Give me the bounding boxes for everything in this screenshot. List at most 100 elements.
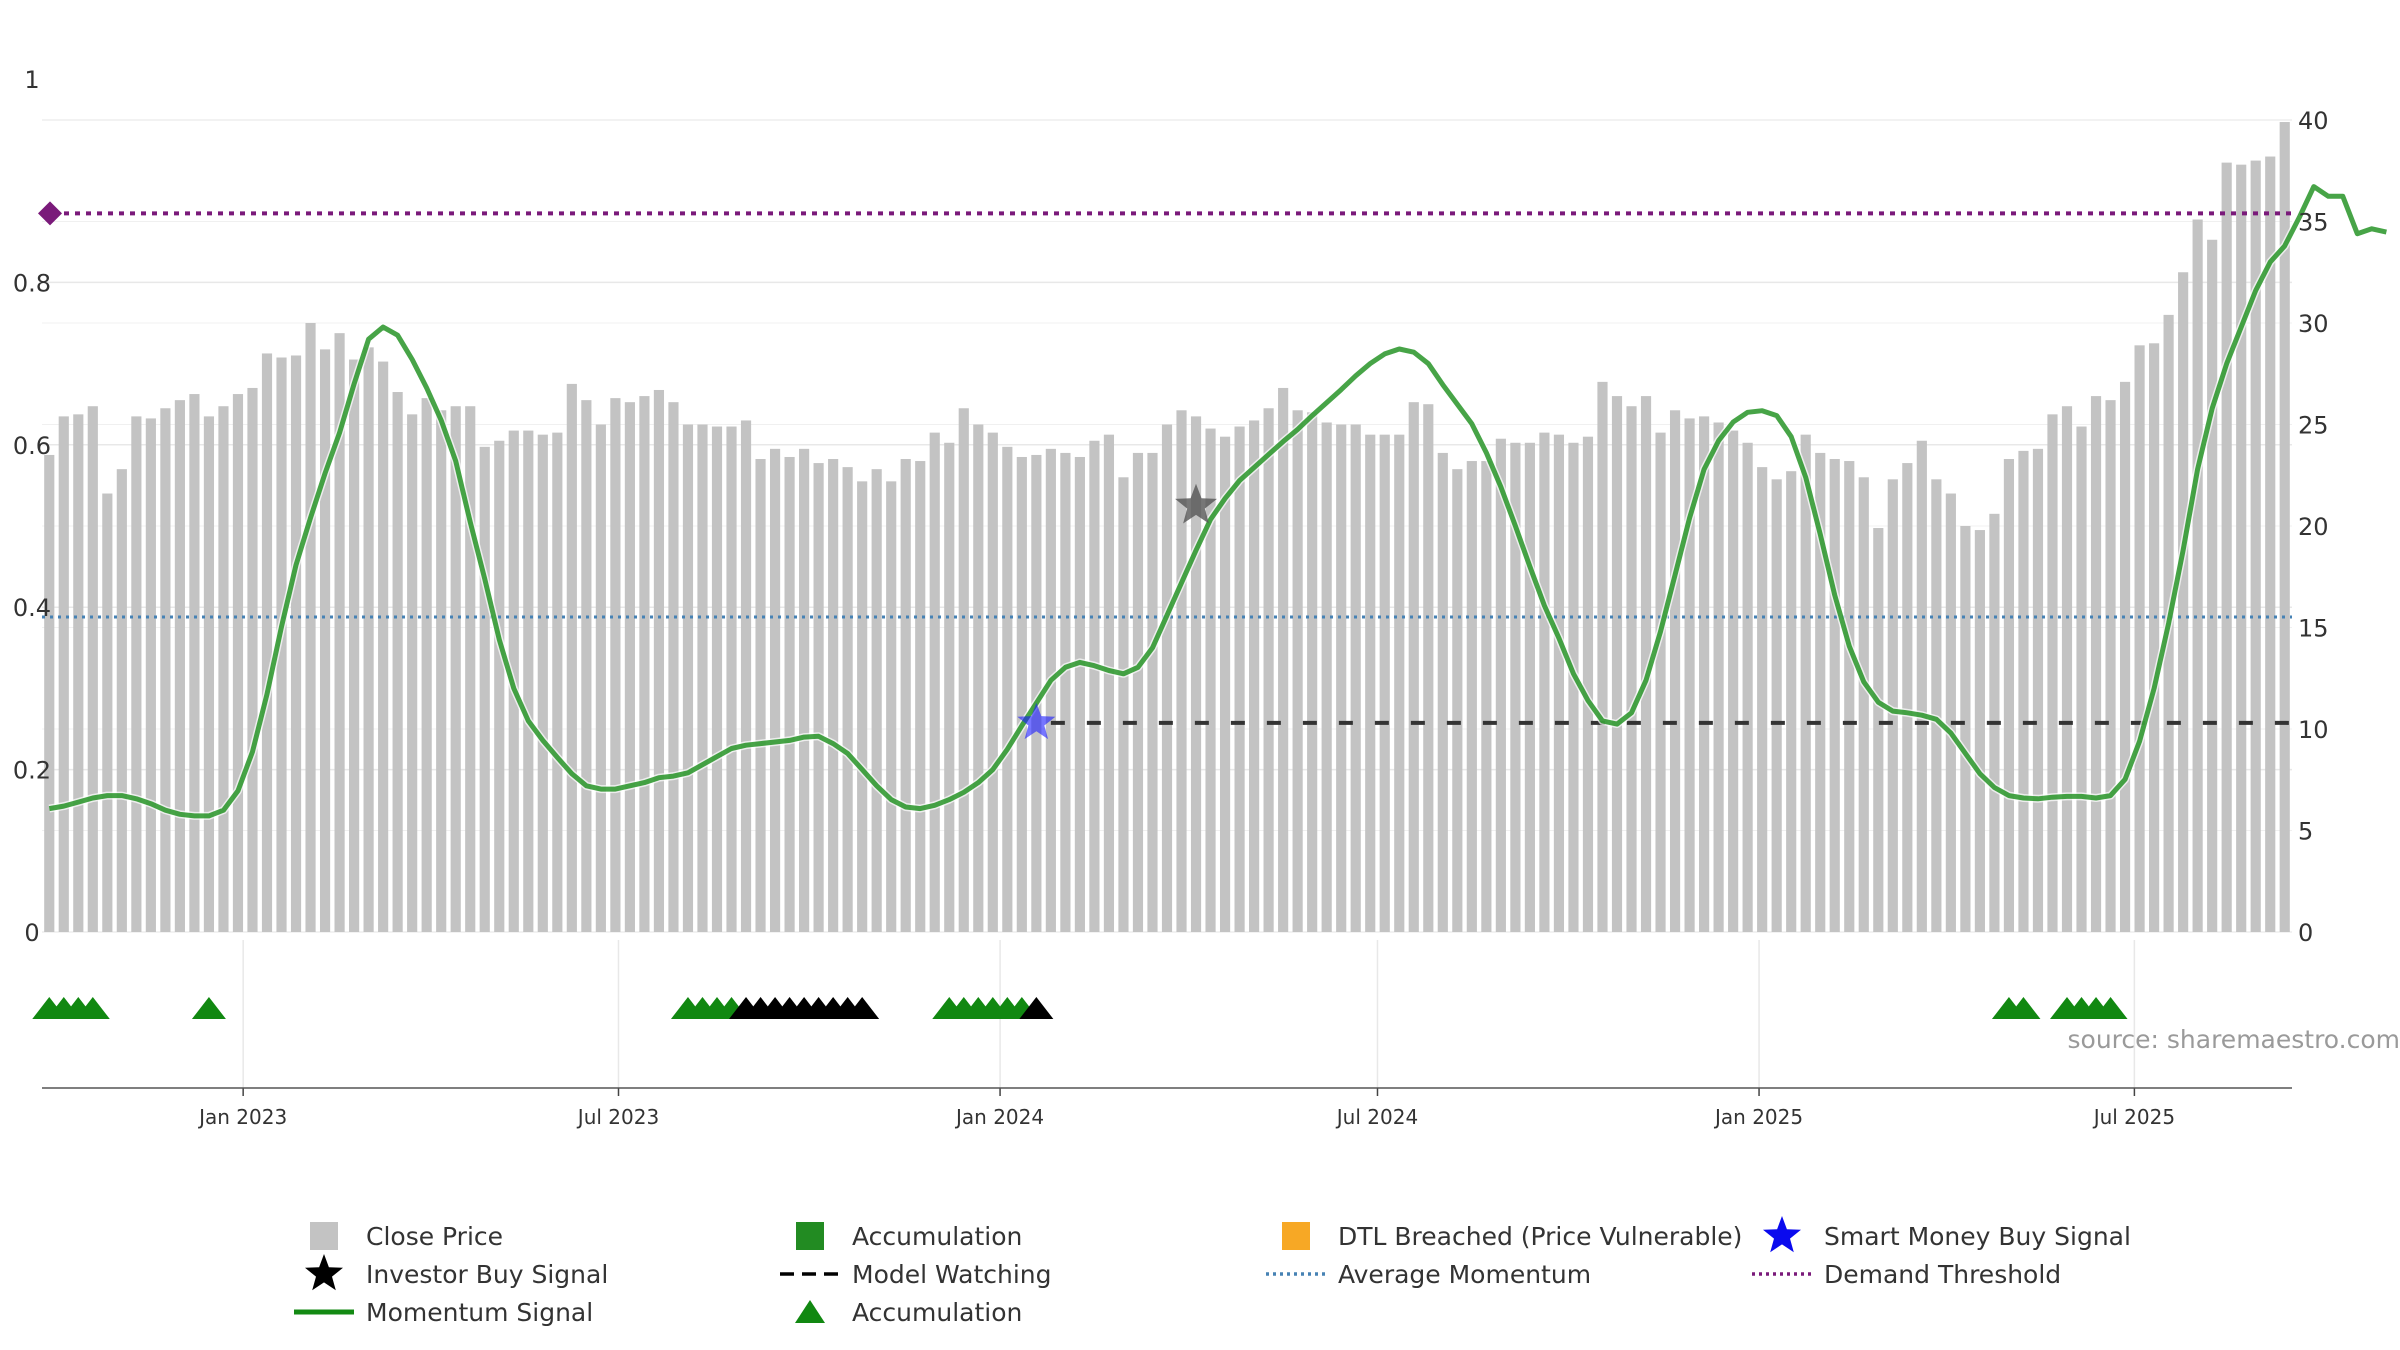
right-axis-tick-label: 10: [2298, 716, 2329, 744]
price-bar: [1336, 424, 1347, 932]
price-bar: [2061, 406, 2073, 933]
investor-buy-triangle: [845, 997, 880, 1019]
reference-lines: [38, 201, 2292, 725]
price-bar: [886, 481, 897, 932]
price-bar: [1147, 452, 1158, 932]
price-bar: [1089, 440, 1100, 932]
price-bar: [1974, 530, 1985, 932]
price-bar: [87, 406, 98, 933]
price-bar: [145, 418, 156, 932]
price-bar: [1103, 434, 1115, 932]
accumulation-triangle: [2006, 997, 2041, 1019]
price-bar: [1118, 477, 1129, 932]
legend-item: Model Watching: [780, 1260, 1052, 1289]
price-bar: [711, 426, 723, 932]
price-bar: [189, 394, 200, 932]
legend-label: Accumulation: [852, 1222, 1022, 1251]
legend-label: DTL Breached (Price Vulnerable): [1338, 1222, 1742, 1251]
price-bar: [1161, 424, 1173, 932]
left-axis-tick-label: 0.8: [13, 269, 51, 297]
price-bar: [566, 383, 577, 932]
price-bar: [799, 448, 810, 932]
price-bar: [1887, 479, 1898, 932]
price-bar: [1945, 493, 1956, 932]
price-bar: [784, 456, 795, 932]
black-star-legend-symbol: [305, 1254, 343, 1291]
price-bar: [1553, 434, 1565, 932]
right-axis-tick-label: 5: [2298, 818, 2313, 846]
price-bar: [1074, 456, 1085, 932]
price-bar: [2003, 459, 2015, 932]
price-bar: [232, 394, 244, 932]
price-bar: [595, 424, 606, 932]
left-axis-tick-label: 0.4: [13, 594, 51, 622]
legend-item: Average Momentum: [1266, 1260, 1591, 1289]
price-bar: [1481, 461, 1492, 932]
price-bar: [915, 461, 926, 932]
price-bar: [1786, 471, 1797, 932]
legend-label: Demand Threshold: [1824, 1260, 2061, 1289]
price-bar: [1771, 479, 1782, 932]
price-bar: [523, 430, 534, 932]
price-bar: [2250, 160, 2261, 933]
price-bar: [1858, 477, 1869, 932]
price-bar: [1916, 440, 1927, 932]
price-bar: [1321, 422, 1332, 932]
price-bar: [2236, 164, 2247, 932]
price-bar: [261, 353, 273, 932]
price-bar: [1002, 446, 1013, 932]
source-note: source: sharemaestro.com: [2068, 1025, 2400, 1054]
legend-item: Momentum Signal: [294, 1298, 593, 1327]
price-bar: [1379, 434, 1390, 932]
accumulation-triangle: [191, 997, 226, 1019]
price-bar: [1539, 432, 1550, 932]
price-bar: [552, 432, 563, 932]
price-bar: [1829, 459, 1840, 932]
price-bar: [378, 361, 389, 932]
close-price-bars: [44, 122, 2290, 933]
price-bar: [1582, 436, 1594, 932]
legend-item: Close Price: [310, 1222, 503, 1251]
price-bar: [44, 454, 55, 932]
price-bar: [610, 398, 621, 932]
price-bar: [465, 406, 476, 933]
investor-buy-triangle: [1019, 997, 1054, 1019]
price-bar: [2221, 162, 2232, 932]
price-bar: [102, 493, 113, 932]
legend-item: DTL Breached (Price Vulnerable): [1282, 1222, 1742, 1251]
price-bar: [116, 469, 127, 932]
price-bar: [1757, 467, 1768, 932]
price-bar: [1249, 420, 1260, 932]
price-bar: [1292, 410, 1303, 932]
investor-buy-star: [1175, 483, 1217, 524]
legend-label: Momentum Signal: [366, 1298, 593, 1327]
price-bar: [2105, 400, 2116, 932]
price-bar: [1931, 479, 1942, 932]
price-bar: [1437, 452, 1448, 932]
green-square-legend-symbol: [796, 1222, 824, 1250]
price-bar: [2090, 396, 2102, 933]
legend-label: Accumulation: [852, 1298, 1022, 1327]
right-axis-tick-label: 40: [2298, 107, 2329, 135]
price-bar: [1669, 410, 1681, 932]
price-bar: [1394, 434, 1405, 932]
accumulation-triangle: [2093, 997, 2128, 1019]
price-bar: [697, 424, 708, 932]
price-bar: [1873, 528, 1884, 932]
right-axis-tick-label: 20: [2298, 513, 2329, 541]
price-bar: [1060, 452, 1071, 932]
price-bar: [726, 426, 737, 932]
left-axis-tick-label: 1: [24, 66, 39, 94]
price-bar: [421, 398, 432, 932]
price-bar: [813, 463, 824, 932]
momentum-line: [48, 184, 2387, 819]
left-axis-tick-label: 0: [24, 919, 39, 947]
price-bar: [1510, 442, 1521, 932]
price-bar: [305, 323, 316, 932]
left-axis-tick-label: 0.6: [13, 432, 51, 460]
price-bar: [407, 414, 418, 933]
price-bar: [1016, 456, 1027, 932]
right-axis-tick-label: 30: [2298, 310, 2329, 338]
price-bar: [2207, 239, 2218, 932]
